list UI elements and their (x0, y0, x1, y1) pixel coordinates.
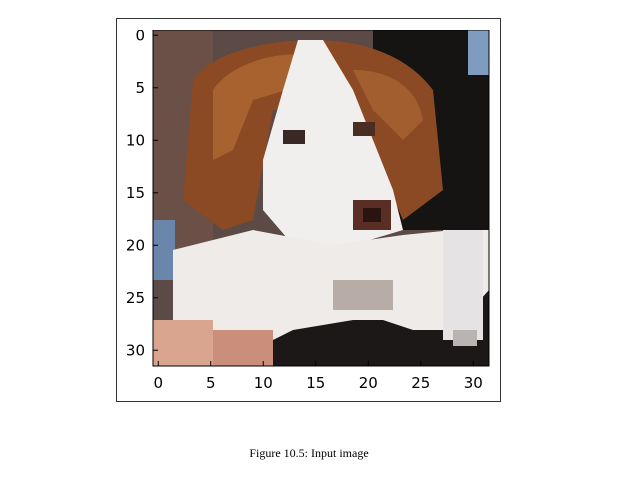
y-tick-label: 30 (126, 341, 145, 359)
axes-border (152, 30, 490, 367)
y-axis-ticks: 0 5 10 15 20 25 30 (126, 30, 158, 359)
dog-paw-right (443, 230, 483, 340)
x-tick-label: 5 (206, 374, 216, 392)
dog-eye-left (283, 130, 305, 144)
skin-patch-bottom-left (153, 320, 213, 366)
x-tick-label: 30 (464, 374, 483, 392)
dog-eye-right (353, 122, 375, 136)
ear-highlight-left (213, 54, 303, 160)
y-tick-label: 10 (126, 131, 145, 149)
x-tick-label: 15 (306, 374, 325, 392)
figure-caption: Figure 10.5: Input image (249, 446, 369, 460)
paw-shadow (453, 330, 477, 346)
x-axis-ticks: 0 5 10 15 20 25 30 (153, 361, 483, 392)
x-tick-label: 10 (254, 374, 273, 392)
dog-photo-image (153, 30, 489, 366)
dog-nostril (363, 208, 381, 222)
chest-shadow (333, 280, 393, 310)
x-tick-label: 25 (411, 374, 430, 392)
skin-patch-bottom (213, 330, 273, 366)
y-tick-label: 0 (135, 30, 145, 44)
y-tick-label: 15 (126, 184, 145, 202)
x-tick-label: 0 (153, 374, 163, 392)
dog-face-region (263, 40, 403, 245)
y-tick-label: 20 (126, 236, 145, 254)
ear-highlight-right (353, 70, 423, 140)
y-tick-label: 5 (135, 79, 145, 97)
image-plot-axes: 0 5 10 15 20 25 30 0 5 10 15 20 25 30 (126, 30, 490, 392)
blue-patch-top-right (468, 30, 489, 75)
y-tick-label: 25 (126, 289, 145, 307)
x-tick-label: 20 (359, 374, 378, 392)
blue-patch-left (153, 220, 175, 280)
